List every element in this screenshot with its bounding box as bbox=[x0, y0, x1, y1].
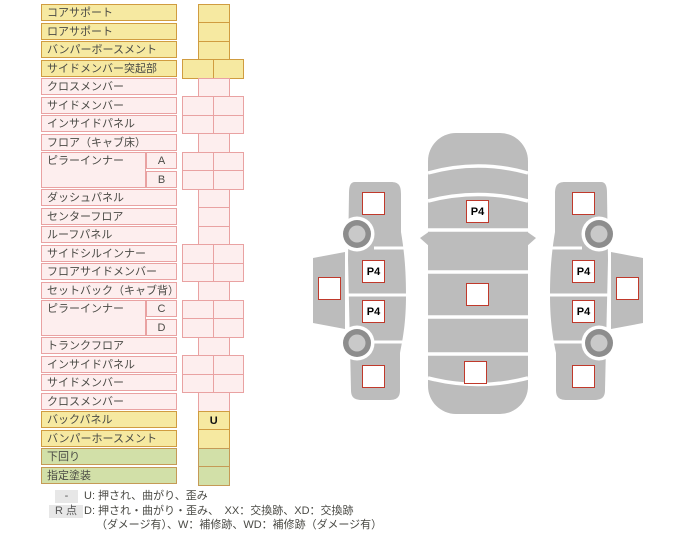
part-label: 指定塗装 bbox=[41, 466, 177, 484]
damage-cell bbox=[198, 466, 230, 486]
part-label: 下回り bbox=[41, 448, 177, 465]
damage-marker-p4: P4 bbox=[362, 300, 385, 323]
part-label: サイドシルインナー bbox=[41, 244, 177, 262]
part-label: トランクフロア bbox=[41, 337, 177, 354]
part-label: サイドメンバー突起部 bbox=[41, 59, 177, 77]
damage-marker-p4: P4 bbox=[572, 300, 595, 323]
legend-badge-dash: - bbox=[55, 490, 78, 503]
legend-badge-rpoint: R 点 bbox=[49, 505, 83, 518]
damage-marker-empty bbox=[362, 365, 385, 388]
damage-marker-p4: P4 bbox=[362, 260, 385, 283]
part-label: クロスメンバー bbox=[41, 78, 177, 95]
left-rear-wheel-icon bbox=[339, 325, 375, 361]
damage-marker-empty bbox=[616, 277, 639, 300]
part-label: ルーフパネル bbox=[41, 226, 177, 243]
parts-table: コアサポート ロアサポート バンパーボースメント サイドメンバー突起部 クロスメンバーサ… bbox=[41, 3, 251, 486]
part-label: サイドメンバー bbox=[41, 96, 177, 114]
damage-marker-empty bbox=[572, 365, 595, 388]
pillar-section-label: C bbox=[146, 300, 177, 317]
part-label: バンパーホースメント bbox=[41, 429, 177, 447]
legend-line-u: U: 押され、曲がり、歪み bbox=[84, 490, 208, 502]
part-label: フロア（キャブ床） bbox=[41, 133, 177, 151]
top-car-panel-gaps bbox=[427, 164, 529, 387]
damage-marker-empty bbox=[362, 192, 385, 215]
part-label: ダッシュパネル bbox=[41, 189, 177, 206]
right-car-panel-gaps bbox=[549, 246, 608, 344]
damage-marker-empty bbox=[572, 192, 595, 215]
legend-line-d-cont: （ダメージ有）、W：補修跡、WD：補修跡（ダメージ有） bbox=[96, 519, 383, 531]
part-label: セットバック（キャブ背） bbox=[41, 281, 177, 299]
part-label: インサイドパネル bbox=[41, 115, 177, 132]
top-view-left-mirror bbox=[420, 231, 430, 247]
part-label: バンパーボースメント bbox=[41, 41, 177, 58]
left-car-panel-gaps bbox=[348, 246, 407, 344]
part-label: インサイドパネル bbox=[41, 355, 177, 373]
left-front-wheel-icon bbox=[339, 216, 375, 252]
damage-marker-empty bbox=[318, 277, 341, 300]
damage-marker-p4: P4 bbox=[466, 200, 489, 223]
part-label: センターフロア bbox=[41, 207, 177, 225]
part-label: ロアサポート bbox=[41, 22, 177, 40]
legend-line-d: D: 押され・曲がり・歪み、 XX：交換跡、XD：交換跡 bbox=[84, 505, 354, 517]
top-view-right-mirror bbox=[526, 231, 536, 247]
part-label: サイドメンバー bbox=[41, 374, 177, 391]
part-label: フロアサイドメンバー bbox=[41, 263, 177, 280]
part-label: コアサポート bbox=[41, 4, 177, 21]
pillar-section-label: D bbox=[146, 318, 177, 336]
right-front-wheel-icon bbox=[581, 216, 617, 252]
damage-marker-p4: P4 bbox=[572, 260, 595, 283]
part-label: ピラーインナー bbox=[41, 300, 146, 336]
part-label: ピラーインナー bbox=[41, 152, 146, 188]
part-label: バックパネル bbox=[41, 411, 177, 428]
damage-marker-empty bbox=[464, 361, 487, 384]
damage-marker-empty bbox=[466, 283, 489, 306]
right-rear-wheel-icon bbox=[581, 325, 617, 361]
pillar-section-label: A bbox=[146, 152, 177, 169]
part-label: クロスメンバー bbox=[41, 392, 177, 410]
pillar-section-label: B bbox=[146, 170, 177, 188]
